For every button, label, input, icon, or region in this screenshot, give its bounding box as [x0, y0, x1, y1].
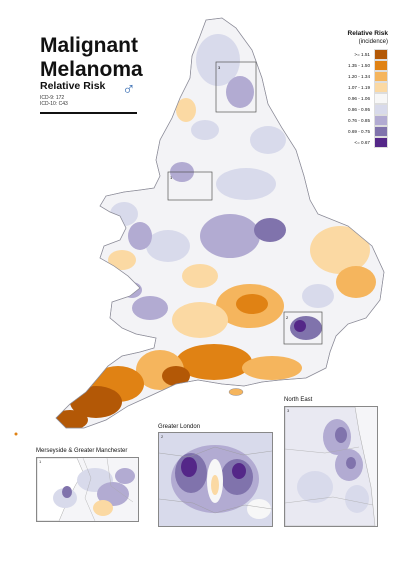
legend-row: <= 0.67 — [328, 137, 388, 148]
legend-swatch — [374, 104, 388, 115]
legend-swatch — [374, 115, 388, 126]
inset-merseyside: 1 — [36, 457, 139, 522]
icd-codes: ICD-9: 172 ICD-10: C43 — [40, 95, 68, 107]
title-underline — [40, 112, 137, 114]
locator-number-3: 3 — [218, 65, 221, 70]
legend-label: 1.35 - 1.50 — [348, 63, 370, 68]
isle-of-wight — [228, 388, 244, 396]
legend-row: 0.96 - 1.06 — [328, 93, 388, 104]
legend-label: 0.69 - 0.75 — [348, 129, 370, 134]
inset-number-1: 1 — [39, 459, 42, 464]
male-symbol-icon: ♂ — [122, 79, 136, 99]
icd9-code: ICD-9: 172 — [40, 95, 65, 101]
legend-row: 1.35 - 1.50 — [328, 60, 388, 71]
legend-swatch — [374, 60, 388, 71]
legend-row: 1.07 - 1.19 — [328, 82, 388, 93]
legend-swatch — [374, 137, 388, 148]
inset-number-3: 3 — [287, 408, 290, 413]
locator-number-1: 1 — [170, 175, 173, 180]
icd10-code: ICD-10: C43 — [40, 101, 68, 107]
legend-label: 0.86 - 0.95 — [348, 107, 370, 112]
legend-row: 0.86 - 0.95 — [328, 104, 388, 115]
legend-label: 1.07 - 1.19 — [348, 85, 370, 90]
legend-subtitle: (incidence) — [358, 39, 388, 45]
title-line-2: Melanoma — [40, 58, 143, 81]
locator-box-merseyside — [167, 171, 213, 201]
title-line-1: Malignant — [40, 34, 138, 57]
legend-swatch — [374, 126, 388, 137]
legend-row: >= 1.51 — [328, 49, 388, 60]
locator-number-2: 2 — [286, 315, 289, 320]
legend-label: <= 0.67 — [354, 140, 370, 145]
inset-north-east-map — [285, 407, 377, 526]
inset-title-london: Greater London — [158, 424, 201, 430]
inset-london: 2 — [158, 432, 273, 527]
legend-label: 0.76 - 0.85 — [348, 118, 370, 123]
legend-swatch — [374, 82, 388, 93]
isles-of-scilly — [14, 432, 18, 436]
legend-row: 1.20 - 1.34 — [328, 71, 388, 82]
legend-row: 0.76 - 0.85 — [328, 115, 388, 126]
map-title: Malignant Melanoma — [40, 34, 143, 82]
legend: Relative Risk (incidence) >= 1.51 1.35 - … — [328, 30, 388, 148]
inset-north-east: 3 — [284, 406, 378, 527]
legend-label: 0.96 - 1.06 — [348, 96, 370, 101]
map-subtitle: Relative Risk — [40, 80, 106, 92]
inset-merseyside-map — [37, 458, 135, 521]
legend-row: 0.69 - 0.75 — [328, 126, 388, 137]
locator-box-london — [283, 311, 323, 345]
inset-london-map — [159, 433, 272, 526]
legend-swatch — [374, 93, 388, 104]
inset-title-north-east: North East — [284, 397, 313, 403]
legend-title: Relative Risk — [347, 30, 388, 37]
legend-rows: >= 1.51 1.35 - 1.50 1.20 - 1.34 1.07 - 1.19… — [328, 49, 388, 148]
legend-swatch — [374, 49, 388, 60]
legend-label: 1.20 - 1.34 — [348, 74, 370, 79]
inset-number-2: 2 — [161, 434, 164, 439]
locator-box-north-east — [215, 61, 257, 113]
legend-label: >= 1.51 — [354, 52, 370, 57]
legend-swatch — [374, 71, 388, 82]
inset-title-merseyside: Merseyside & Greater Manchester — [36, 448, 128, 454]
